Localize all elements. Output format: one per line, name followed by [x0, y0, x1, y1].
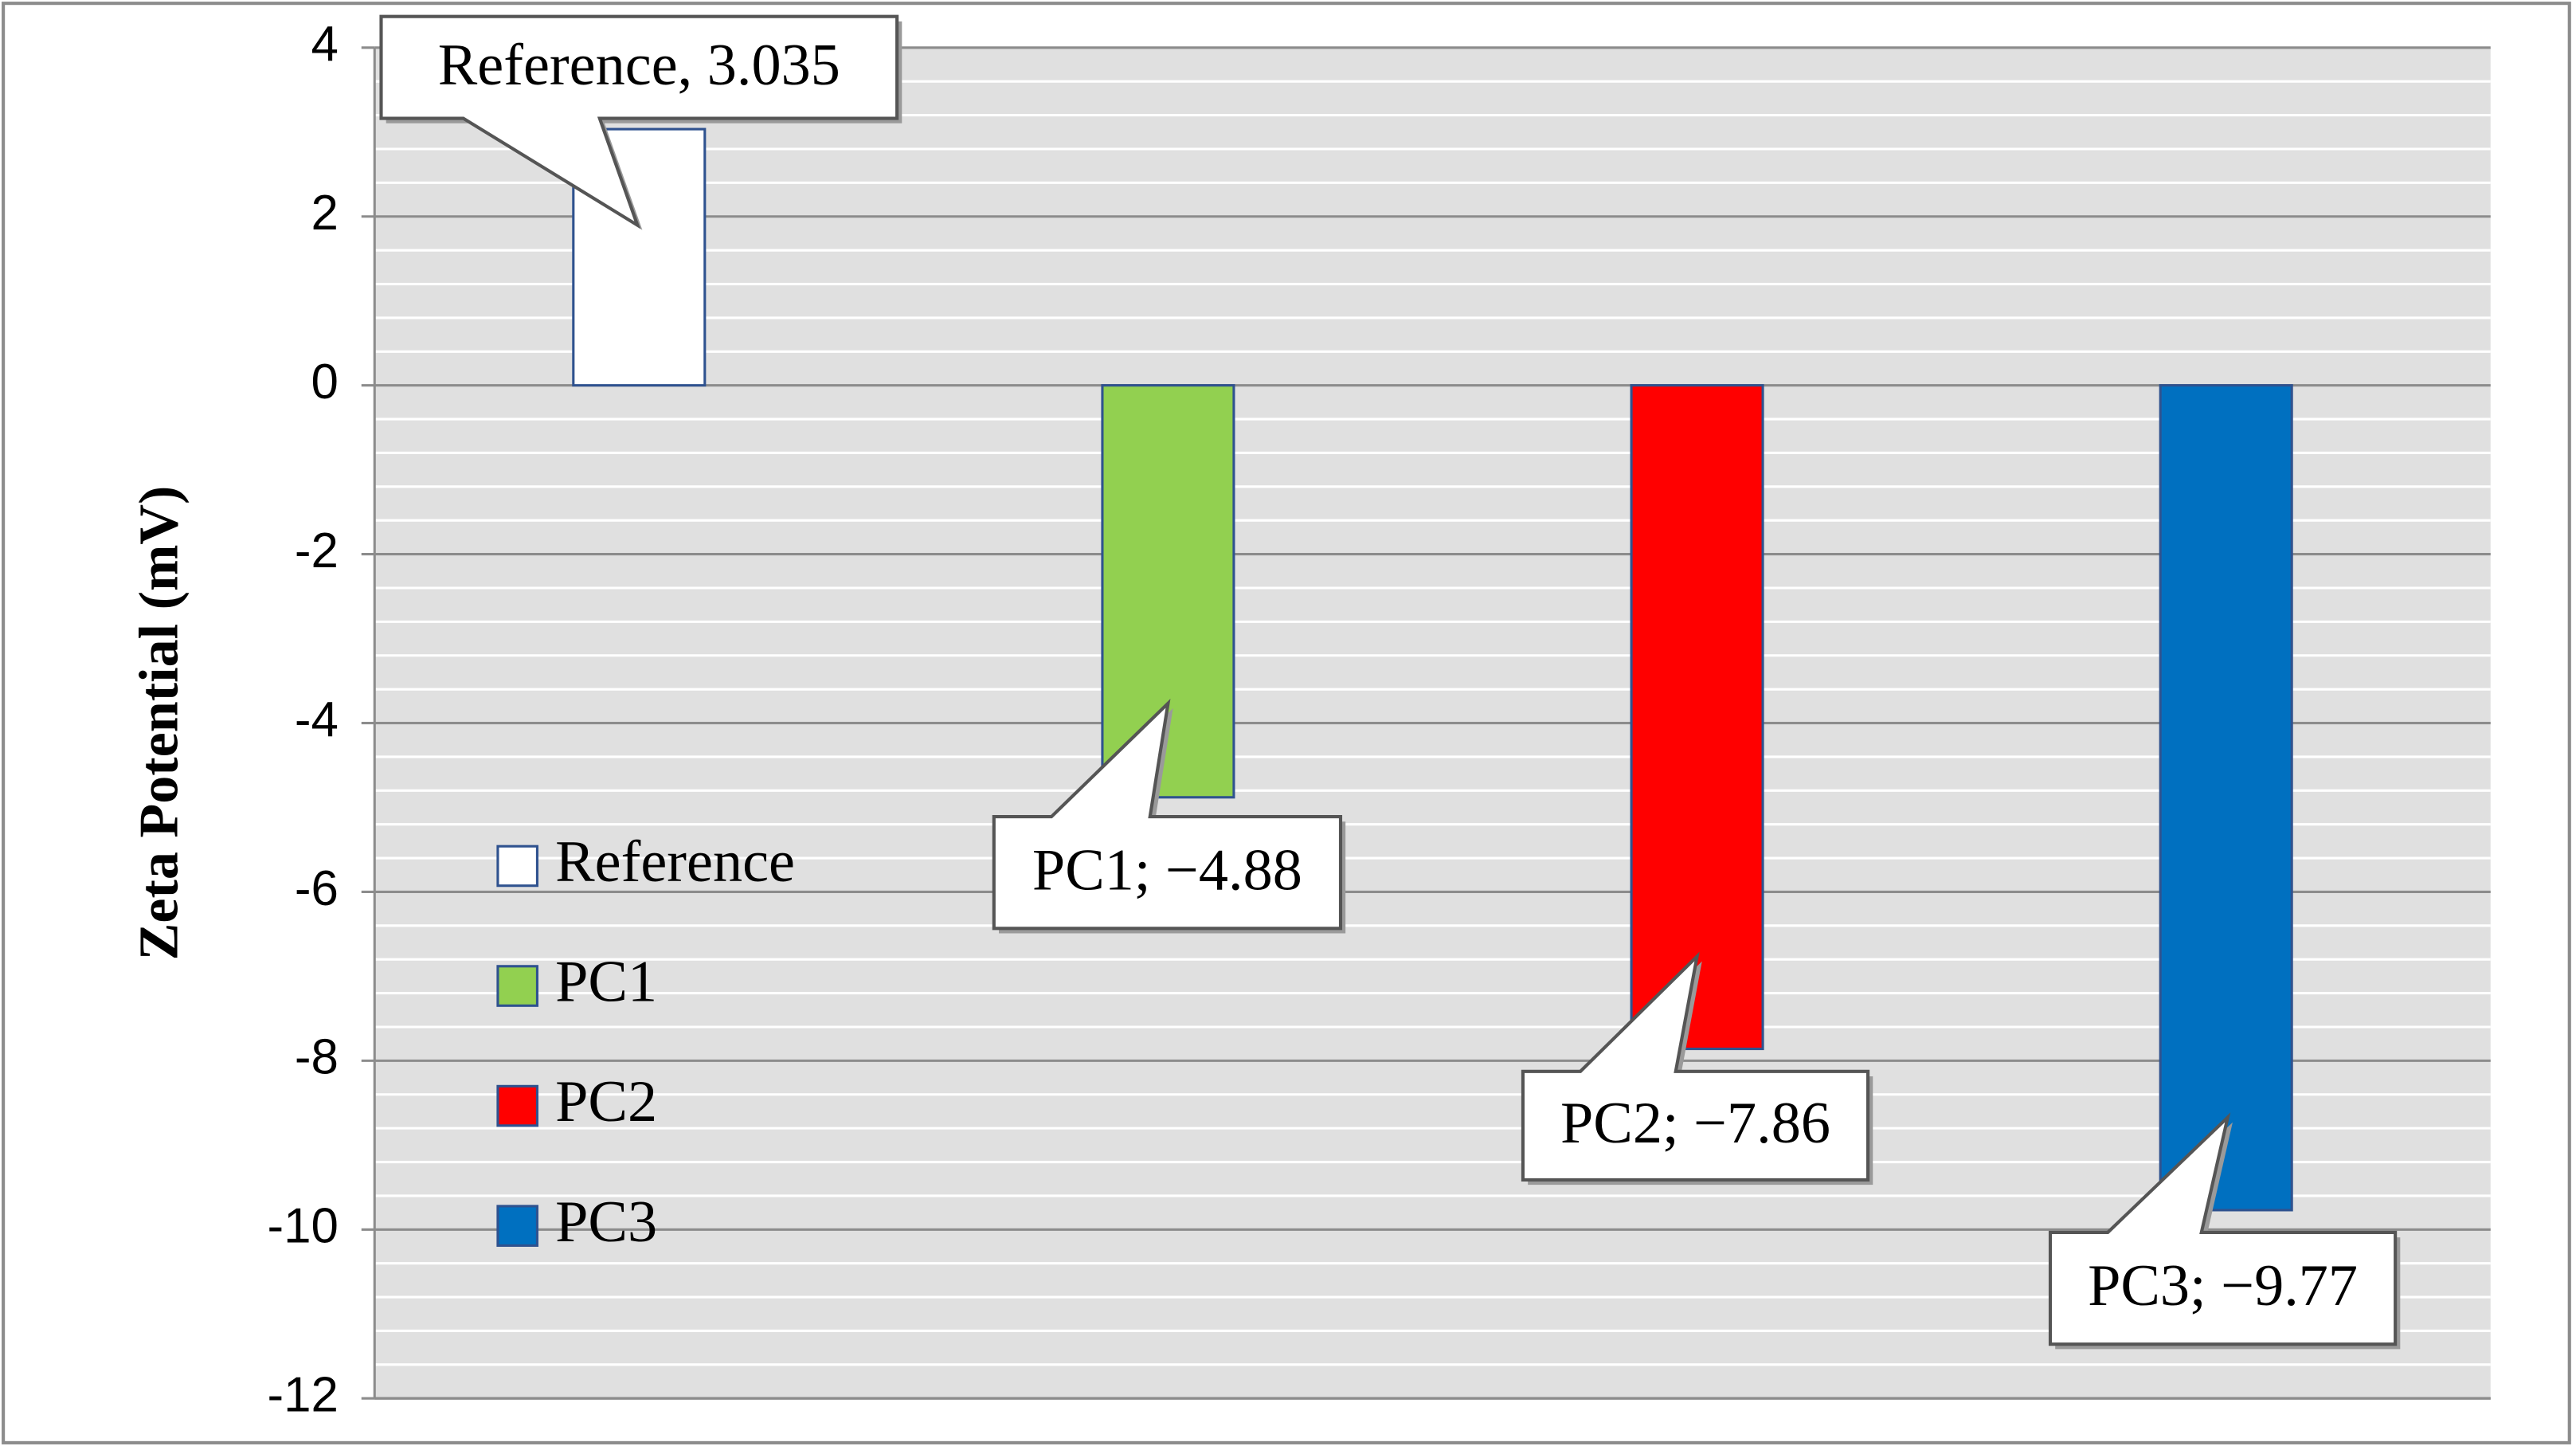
legend-label: PC3: [555, 1189, 657, 1255]
legend-swatch: [496, 965, 538, 1007]
data-label: PC2; −7.86: [1560, 1091, 1830, 1156]
legend-swatch: [496, 1205, 538, 1247]
y-tick-label: 0: [311, 355, 338, 410]
legend-label: Reference: [555, 829, 795, 895]
y-tick-label: 4: [311, 17, 338, 72]
legend-label: PC2: [555, 1069, 657, 1135]
callout: [992, 698, 1343, 931]
y-axis-label: Zeta Potential (mV): [128, 486, 190, 961]
y-tick-label: -8: [295, 1030, 339, 1085]
y-tick-label: 2: [311, 186, 338, 241]
callout: [2048, 1112, 2398, 1346]
legend-label: PC1: [555, 950, 657, 1015]
y-tick-label: -10: [267, 1199, 338, 1254]
legend-swatch: [496, 1084, 538, 1127]
y-tick-label: -6: [295, 861, 339, 916]
data-label: PC3; −9.77: [2088, 1253, 2358, 1319]
legend-swatch: [496, 845, 538, 888]
y-tick-label: -4: [295, 692, 339, 747]
y-tick-label: -12: [267, 1368, 338, 1423]
data-label: Reference, 3.035: [438, 33, 840, 98]
y-tick-label: -2: [295, 523, 339, 578]
callout: [379, 14, 899, 229]
bar: [1630, 384, 1764, 1051]
bar: [2159, 384, 2293, 1212]
data-label: PC1; −4.88: [1032, 837, 1302, 903]
callout: [1521, 951, 1870, 1182]
